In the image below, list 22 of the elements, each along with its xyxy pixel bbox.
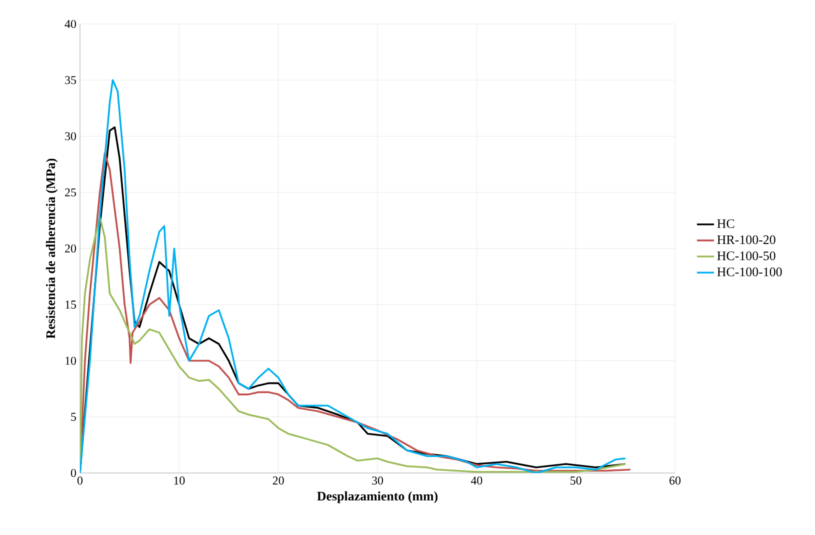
x-tick-label: 50 bbox=[570, 476, 582, 485]
x-tick-label: 30 bbox=[372, 476, 384, 485]
x-tick-label: 40 bbox=[470, 476, 482, 485]
y-tick-label: 20 bbox=[65, 244, 76, 253]
y-tick-label: 0 bbox=[70, 468, 76, 478]
y-tick-label: 5 bbox=[71, 412, 76, 421]
legend-label: HR-100-20 bbox=[717, 235, 776, 244]
y-tick-label: 25 bbox=[65, 188, 76, 196]
y-tick-label: 30 bbox=[65, 132, 76, 140]
legend-label: HC-100-100 bbox=[717, 268, 782, 276]
x-axis-title: Desplazamiento (mm) bbox=[317, 491, 438, 504]
x-tick-label: 10 bbox=[174, 476, 185, 485]
x-tick-label: 60 bbox=[670, 476, 681, 485]
x-tick-label: 20 bbox=[272, 476, 284, 485]
y-tick-label: 15 bbox=[66, 300, 76, 309]
x-tick-label: 0 bbox=[77, 476, 83, 485]
legend-label: HC bbox=[717, 219, 734, 228]
y-tick-label: 40 bbox=[64, 20, 76, 28]
y-tick-label: 35 bbox=[65, 76, 76, 84]
legend-label: HC-100-50 bbox=[717, 251, 776, 260]
y-axis-title: Resistencia de adherencia (MPa) bbox=[46, 158, 58, 339]
y-tick-label: 10 bbox=[66, 356, 76, 365]
